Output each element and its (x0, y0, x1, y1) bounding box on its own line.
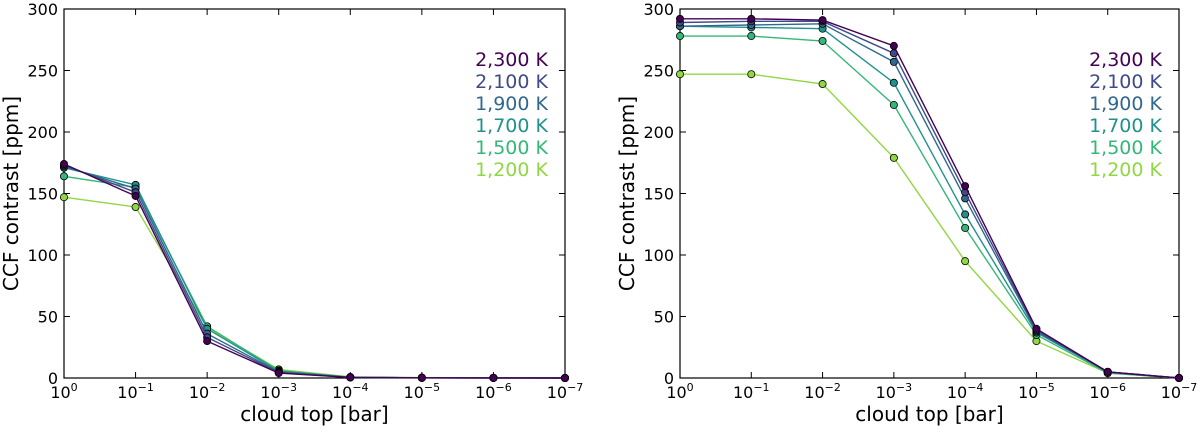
x-tick-label: 10−4 (947, 381, 984, 402)
x-tick-label: 10−7 (547, 381, 584, 402)
data-point-1500 (889, 100, 898, 109)
series-line-2300 (63, 163, 566, 379)
legend-entry-1900: 1,900 K (1089, 93, 1162, 115)
data-point-1500 (60, 172, 69, 181)
data-point-2300 (489, 373, 498, 382)
left-panel: 0 50 100 150 200 250 300 100 10−1 10−2 10−3 10−4 10−… (0, 0, 583, 426)
legend-entry-1500: 1,500 K (1089, 137, 1162, 159)
y-tick-label: 200 (643, 123, 674, 142)
data-point-2300 (417, 373, 426, 382)
x-tick-label: 10−5 (1018, 381, 1055, 402)
y-tick-label: 0 (48, 369, 58, 388)
data-point-1500 (676, 32, 685, 41)
legend-entry-1200: 1,200 K (475, 159, 548, 181)
data-point-1500 (818, 36, 827, 45)
x-tick-label: 10−4 (332, 381, 369, 402)
x-tick-label: 10−3 (876, 381, 913, 402)
x-tick-label: 10−1 (117, 381, 154, 402)
legend-entry-1200: 1,200 K (1089, 159, 1162, 181)
x-tick-label: 10−1 (733, 381, 770, 402)
x-tick-label: 10−7 (1161, 381, 1198, 402)
right-panel: 0 50 100 150 200 250 300 100 10−1 10−2 10−3 10−4 10−… (615, 0, 1197, 426)
data-point-2300 (747, 14, 756, 23)
data-point-2300 (274, 369, 283, 378)
data-point-2300 (1032, 324, 1041, 333)
data-point-2300 (1175, 373, 1184, 382)
data-point-2300 (1103, 367, 1112, 376)
data-point-1200 (131, 203, 140, 212)
y-tick-label: 100 (27, 246, 58, 265)
data-point-2300 (676, 14, 685, 23)
legend-entry-1900: 1,900 K (475, 93, 548, 115)
data-point-1700 (961, 210, 970, 219)
data-point-2300 (961, 182, 970, 191)
series-line-1200 (63, 196, 566, 379)
data-point-1200 (889, 153, 898, 162)
x-tick-label: 10−6 (475, 381, 512, 402)
data-point-2300 (203, 337, 212, 346)
y-tick-label: 150 (27, 185, 58, 204)
x-axis-label: cloud top [bar] (240, 402, 388, 426)
y-axis-label: CCF contrast [ppm] (615, 96, 639, 291)
x-tick-label: 10−5 (404, 381, 441, 402)
data-point-1200 (747, 70, 756, 79)
data-point-2300 (818, 16, 827, 25)
legend-entry-2300: 2,300 K (475, 49, 548, 71)
y-tick-label: 50 (38, 308, 58, 327)
data-point-2300 (131, 191, 140, 200)
data-point-2300 (346, 373, 355, 382)
data-point-1500 (747, 32, 756, 41)
legend-entry-2100: 2,100 K (1089, 71, 1162, 93)
data-point-1200 (961, 257, 970, 266)
x-tick-label: 10−2 (804, 381, 841, 402)
legend-entry-2100: 2,100 K (475, 71, 548, 93)
legend-entry-1700: 1,700 K (1089, 115, 1162, 137)
legend-entry-1500: 1,500 K (475, 137, 548, 159)
x-axis-label: cloud top [bar] (855, 402, 1003, 426)
y-tick-label: 250 (27, 62, 58, 81)
y-tick-label: 250 (643, 62, 674, 81)
x-tick-label: 10−2 (189, 381, 226, 402)
data-point-1200 (818, 80, 827, 89)
legend-entry-1700: 1,700 K (475, 115, 548, 137)
y-axis-label: CCF contrast [ppm] (0, 96, 23, 291)
x-tick-label: 10−3 (260, 381, 297, 402)
series-line-2300 (680, 18, 1180, 379)
y-tick-label: 300 (643, 0, 674, 19)
series-line-1500 (680, 35, 1180, 379)
y-tick-label: 100 (643, 246, 674, 265)
y-tick-label: 0 (664, 369, 674, 388)
data-point-2300 (561, 373, 570, 382)
data-point-1200 (60, 193, 69, 202)
data-point-1200 (676, 70, 685, 79)
y-tick-label: 300 (27, 0, 58, 19)
data-point-1900 (889, 57, 898, 66)
data-point-2300 (889, 41, 898, 50)
y-tick-label: 150 (643, 185, 674, 204)
x-tick-label: 100 (666, 381, 693, 402)
data-point-1700 (889, 78, 898, 87)
x-tick-label: 100 (50, 381, 77, 402)
y-tick-label: 50 (654, 308, 674, 327)
data-point-1500 (961, 223, 970, 232)
series-line-1200 (680, 73, 1180, 379)
data-point-2300 (60, 159, 69, 168)
x-tick-label: 10−6 (1089, 381, 1126, 402)
legend-entry-2300: 2,300 K (1089, 49, 1162, 71)
y-tick-label: 200 (27, 123, 58, 142)
